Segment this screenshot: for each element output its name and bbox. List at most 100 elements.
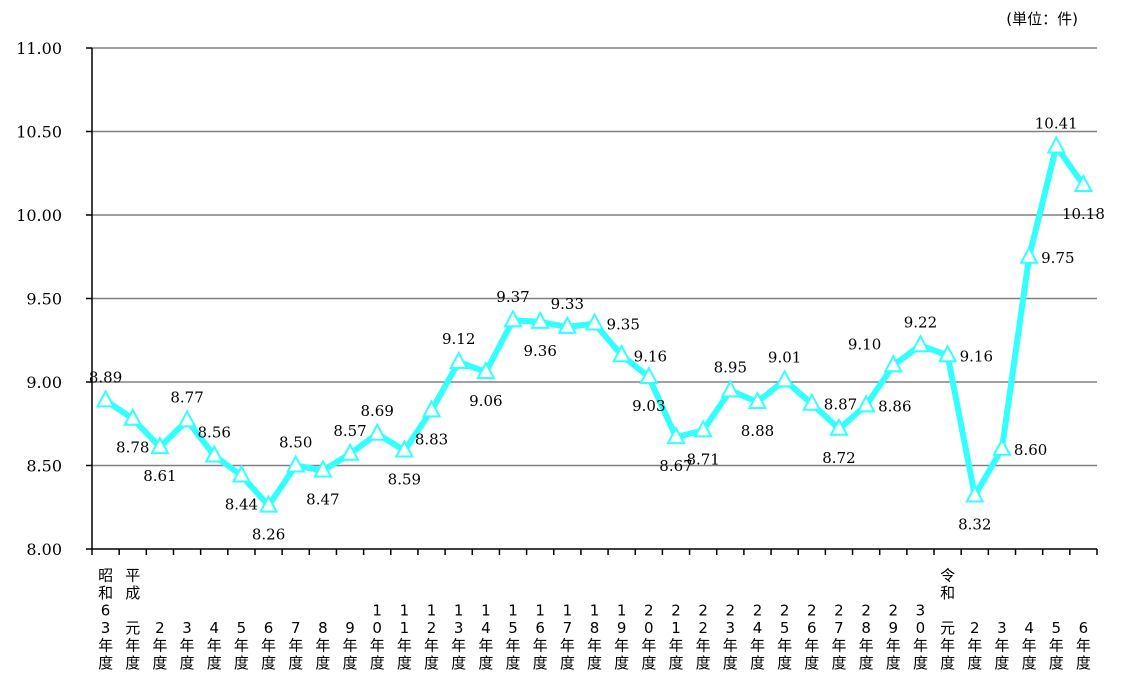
x-tick-label-char: 5 — [780, 619, 790, 637]
x-tick-label-char: 度 — [777, 654, 792, 672]
x-tick-label-char: 2 — [753, 602, 763, 620]
x-tick-label-char: 2 — [970, 619, 980, 637]
x-tick-label-char: 2 — [698, 602, 708, 620]
x-tick-label-char: 1 — [590, 602, 600, 620]
data-point-marker — [1019, 245, 1039, 264]
x-tick-label-char: 度 — [859, 654, 874, 672]
x-tick-label-char: 年 — [315, 637, 330, 655]
data-label: 8.95 — [714, 358, 747, 376]
x-tick-label-char: 年 — [641, 637, 656, 655]
x-tick-label-char: 度 — [723, 654, 738, 672]
x-tick-label-char: 度 — [451, 654, 466, 672]
data-point-marker — [367, 422, 387, 441]
x-tick-label-char: 1 — [400, 619, 410, 637]
y-axis-tick-labels: 8.00 8.50 9.00 9.50 10.00 10.50 11.00 — [16, 39, 62, 559]
data-labels: 8.89 8.78 8.61 8.77 8.56 8.44 8.26 8.50 8.47 8.57… — [89, 115, 1105, 544]
x-tick-label-char: 度 — [1049, 654, 1064, 672]
data-label: 9.37 — [496, 288, 529, 306]
data-label: 8.89 — [89, 368, 122, 386]
data-label: 8.26 — [252, 526, 285, 544]
x-tick-label-char: 年 — [831, 637, 846, 655]
x-tick-label-char: 度 — [587, 654, 602, 672]
x-tick-label-char: 年 — [560, 637, 575, 655]
data-label: 8.77 — [170, 388, 203, 406]
x-tick-label-char: 4 — [1024, 619, 1034, 637]
x-tick-label-char: 年 — [777, 637, 792, 655]
data-point-marker — [421, 399, 442, 418]
data-point-marker — [150, 436, 170, 455]
y-tick-label: 10.00 — [16, 206, 62, 225]
x-tick-label-char: 2 — [780, 602, 790, 620]
data-point-marker — [95, 389, 116, 408]
x-tick-label-char: 令 — [940, 567, 955, 585]
x-tick-label-char: 元 — [125, 619, 140, 637]
x-tick-label-char: 度 — [207, 654, 222, 672]
data-label: 9.22 — [904, 313, 937, 331]
x-tick-label-char: 度 — [967, 654, 982, 672]
data-point-marker — [394, 439, 415, 458]
data-label: 8.72 — [822, 449, 855, 467]
x-tick-label-char: 年 — [913, 637, 928, 655]
data-label: 8.59 — [388, 470, 421, 488]
x-tick-label-char: 1 — [481, 602, 491, 620]
data-point-marker — [204, 444, 224, 463]
x-tick-label-char: 度 — [560, 654, 575, 672]
x-tick-label-char: 年 — [98, 637, 113, 655]
data-label: 8.69 — [360, 402, 393, 420]
x-tick-label-char: 3 — [997, 619, 1007, 637]
data-point-marker — [611, 344, 632, 363]
x-tick-label-char: 年 — [1049, 637, 1064, 655]
x-tick-label-char: 8 — [318, 619, 328, 637]
x-tick-label-char: 年 — [478, 637, 493, 655]
x-tick-label-char: 年 — [804, 637, 819, 655]
x-tick-label-char: 0 — [372, 619, 382, 637]
data-point-marker — [693, 419, 713, 438]
x-tick-label-char: 2 — [807, 602, 817, 620]
x-tick-label-char: 6 — [807, 619, 817, 637]
x-tick-label-char: 6 — [101, 602, 111, 620]
data-point-marker — [802, 392, 822, 411]
data-point-marker — [992, 437, 1012, 456]
x-tick-label-char: 2 — [671, 602, 681, 620]
x-tick-label-char: 年 — [125, 637, 140, 655]
x-tick-label-char: 9 — [345, 619, 355, 637]
x-tick-label-char: 2 — [889, 602, 899, 620]
x-tick-label-char: 年 — [614, 637, 629, 655]
x-axis-tick-labels: 昭和63年度平成元年度2年度3年度4年度5年度6年度7年度8年度9年度10年度1… — [98, 567, 1091, 673]
x-tick-label-char: 1 — [427, 602, 437, 620]
x-tick-label-char: 年 — [288, 637, 303, 655]
x-tick-label-char: 年 — [723, 637, 738, 655]
x-tick-label-char: 0 — [644, 619, 654, 637]
x-tick-label-char: 3 — [182, 619, 192, 637]
x-tick-label-char: 6 — [1079, 619, 1089, 637]
data-label: 10.18 — [1062, 205, 1105, 223]
data-point-marker — [258, 494, 279, 513]
data-label: 9.10 — [848, 335, 881, 353]
data-label: 8.56 — [198, 423, 231, 441]
x-tick-label-char: 年 — [397, 637, 412, 655]
markers — [95, 135, 1094, 513]
data-point-marker — [177, 409, 197, 428]
x-tick-label-char: 年 — [859, 637, 874, 655]
x-tick-label-char: 度 — [424, 654, 439, 672]
x-tick-label-char: 7 — [834, 619, 844, 637]
x-tick-label-char: 1 — [671, 619, 681, 637]
x-tick-label-char: 3 — [101, 619, 111, 637]
data-point-marker — [503, 309, 523, 328]
x-tick-label-char: 成 — [125, 584, 140, 602]
x-tick-label-char: 年 — [533, 637, 548, 655]
x-tick-label-char: 5 — [1051, 619, 1061, 637]
x-tick-label-char: 6 — [535, 619, 545, 637]
x-tick-label-char: 年 — [180, 637, 195, 655]
x-tick-label-char: 度 — [370, 654, 385, 672]
x-tick-label-char: 2 — [644, 602, 654, 620]
x-tick-label-char: 3 — [454, 619, 464, 637]
data-label: 9.03 — [632, 397, 665, 415]
data-point-marker — [937, 344, 958, 363]
x-tick-label-char: 年 — [967, 637, 982, 655]
x-tick-label-char: 2 — [698, 619, 708, 637]
x-tick-label-char: 年 — [506, 637, 521, 655]
x-tick-label-char: 年 — [696, 637, 711, 655]
x-tick-label-char: 昭 — [98, 567, 113, 585]
